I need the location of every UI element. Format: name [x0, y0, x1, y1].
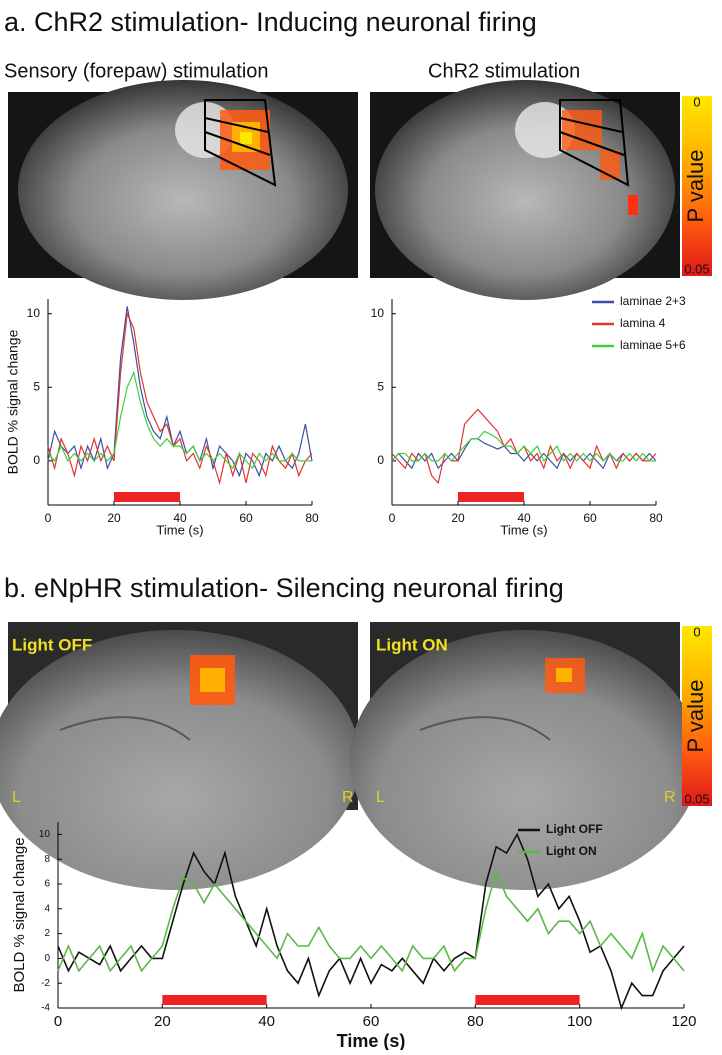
legend-label: Light ON	[546, 844, 597, 858]
image-label: Light ON	[376, 635, 448, 654]
stimulus-bar	[162, 995, 267, 1005]
x-tick-label: 40	[517, 511, 531, 525]
colorbar-tick: 0.05	[684, 791, 709, 806]
legend-label: laminae 5+6	[620, 338, 686, 352]
x-tick-label: 40	[173, 511, 187, 525]
x-tick-label: 80	[649, 511, 663, 525]
y-axis-label: BOLD % signal change	[11, 837, 28, 992]
y-tick-label: -2	[41, 978, 50, 989]
mri-image	[8, 80, 358, 300]
mri-image	[350, 622, 700, 890]
x-axis-label: Time (s)	[500, 522, 547, 537]
x-tick-label: 20	[154, 1013, 171, 1030]
data-line	[47, 311, 313, 486]
legend-label: laminae 2+3	[620, 294, 686, 308]
x-tick-label: 0	[389, 511, 396, 525]
data-line	[47, 306, 313, 478]
colorbar-label: P value	[683, 680, 708, 753]
stimulus-bar	[458, 492, 524, 502]
x-tick-label: 120	[671, 1013, 696, 1030]
y-tick-label: 10	[27, 306, 41, 320]
legend-label: lamina 4	[620, 316, 666, 330]
colorbar-tick: 0	[693, 94, 700, 109]
x-tick-label: 80	[305, 511, 319, 525]
colorbar-label: P value	[683, 150, 708, 223]
x-tick-label: 0	[54, 1013, 62, 1030]
colorbar	[682, 626, 712, 806]
image-label: Light OFF	[12, 635, 92, 654]
panel-title: b. eNpHR stimulation- Silencing neuronal…	[4, 573, 564, 603]
x-tick-label: 80	[467, 1013, 484, 1030]
x-tick-label: 0	[45, 511, 52, 525]
image-title: Sensory (forepaw) stimulation	[4, 60, 269, 82]
x-tick-label: 20	[107, 511, 121, 525]
side-label: L	[376, 789, 385, 806]
data-line	[391, 430, 656, 462]
colorbar-tick: 0.05	[684, 261, 709, 276]
x-tick-label: 60	[363, 1013, 380, 1030]
y-axis-label: BOLD % signal change	[5, 329, 21, 474]
x-tick-label: 100	[567, 1013, 592, 1030]
x-axis-label: Time (s)	[156, 522, 203, 537]
y-tick-label: 10	[371, 306, 385, 320]
y-tick-label: 10	[39, 829, 51, 840]
y-tick-label: 6	[44, 879, 50, 890]
y-tick-label: 2	[44, 928, 50, 939]
x-axis-label: Time (s)	[337, 1031, 406, 1050]
mri-image	[0, 622, 360, 890]
stimulus-bar	[475, 995, 580, 1005]
image-title: ChR2 stimulation	[428, 60, 580, 82]
mri-image	[370, 80, 680, 300]
data-line	[57, 832, 685, 1011]
x-tick-label: 60	[239, 511, 253, 525]
data-line	[47, 370, 312, 470]
stimulus-bar	[114, 492, 180, 502]
y-tick-label: 5	[33, 379, 40, 393]
side-label: R	[664, 789, 676, 806]
y-tick-label: 0	[44, 953, 50, 964]
x-tick-label: 60	[583, 511, 597, 525]
legend-label: Light OFF	[546, 822, 603, 836]
x-tick-label: 20	[451, 511, 465, 525]
y-tick-label: 8	[44, 854, 50, 865]
y-tick-label: 0	[377, 453, 384, 467]
colorbar-tick: 0	[693, 624, 700, 639]
data-line	[391, 438, 657, 470]
y-tick-label: 4	[44, 903, 50, 914]
y-tick-label: -4	[41, 1003, 50, 1014]
panel-title: a. ChR2 stimulation- Inducing neuronal f…	[4, 7, 537, 37]
side-label: L	[12, 789, 21, 806]
x-tick-label: 40	[258, 1013, 275, 1030]
y-tick-label: 5	[377, 379, 384, 393]
colorbar	[682, 96, 712, 276]
data-line	[57, 869, 685, 974]
side-label: R	[342, 789, 354, 806]
y-tick-label: 0	[33, 453, 40, 467]
